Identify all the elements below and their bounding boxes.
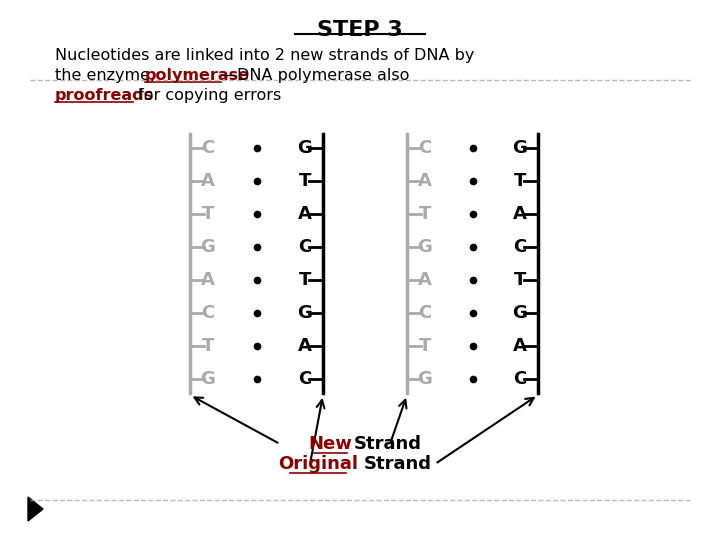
Text: A: A — [513, 205, 527, 223]
Text: T: T — [514, 271, 526, 289]
Text: G: G — [201, 370, 215, 388]
Text: T: T — [299, 271, 311, 289]
Text: A: A — [201, 172, 215, 190]
Text: G: G — [297, 304, 312, 322]
Text: C: C — [513, 238, 526, 256]
Text: C: C — [513, 370, 526, 388]
Text: T: T — [299, 172, 311, 190]
Text: STEP 3: STEP 3 — [317, 20, 403, 40]
Text: T: T — [514, 172, 526, 190]
Text: C: C — [418, 304, 431, 322]
Text: —DNA polymerase also: —DNA polymerase also — [221, 68, 410, 83]
Text: T: T — [419, 205, 431, 223]
Text: Original: Original — [278, 455, 358, 473]
Text: C: C — [202, 139, 215, 157]
Text: C: C — [298, 370, 312, 388]
Text: T: T — [202, 205, 214, 223]
Text: A: A — [201, 271, 215, 289]
Text: G: G — [513, 304, 528, 322]
Text: T: T — [202, 337, 214, 355]
Text: Strand: Strand — [364, 455, 432, 473]
Text: T: T — [419, 337, 431, 355]
Text: A: A — [418, 172, 432, 190]
Text: proofreads: proofreads — [55, 88, 154, 103]
Text: New: New — [308, 435, 352, 453]
Text: A: A — [418, 271, 432, 289]
Text: Nucleotides are linked into 2 new strands of DNA by: Nucleotides are linked into 2 new strand… — [55, 48, 474, 63]
Text: G: G — [297, 139, 312, 157]
Text: C: C — [298, 238, 312, 256]
Text: A: A — [298, 337, 312, 355]
Text: G: G — [418, 370, 433, 388]
Text: G: G — [513, 139, 528, 157]
Text: for copying errors: for copying errors — [133, 88, 282, 103]
Polygon shape — [28, 497, 43, 521]
Text: the enzyme,: the enzyme, — [55, 68, 161, 83]
Text: C: C — [418, 139, 431, 157]
Text: G: G — [201, 238, 215, 256]
Text: A: A — [513, 337, 527, 355]
Text: Strand: Strand — [354, 435, 422, 453]
Text: polymerase: polymerase — [145, 68, 250, 83]
Text: G: G — [418, 238, 433, 256]
Text: A: A — [298, 205, 312, 223]
Text: C: C — [202, 304, 215, 322]
